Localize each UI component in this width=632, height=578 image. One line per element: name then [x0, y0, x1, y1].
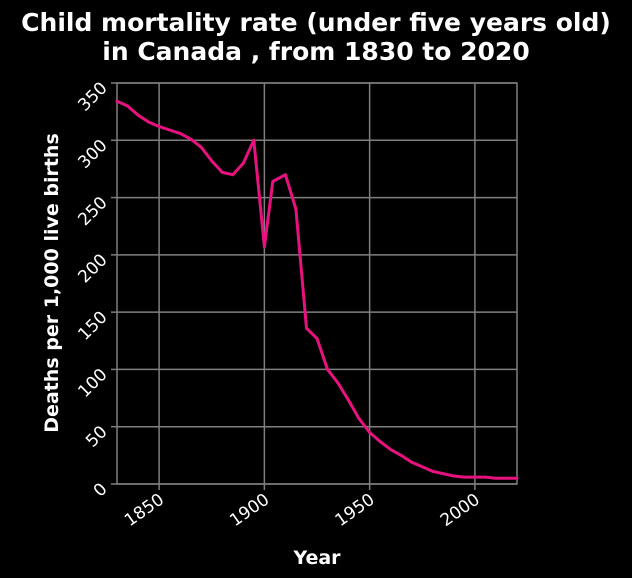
chart-title-line-1: Child mortality rate (under five years o… — [21, 8, 611, 37]
data-point — [420, 465, 424, 469]
data-point — [315, 337, 319, 340]
data-point — [441, 472, 445, 476]
data-point — [263, 245, 266, 249]
data-point — [463, 475, 466, 479]
data-point — [357, 417, 361, 421]
grid — [111, 82, 518, 490]
data-point — [147, 120, 151, 124]
data-point — [336, 381, 340, 385]
data-point — [168, 128, 172, 132]
data-point — [378, 440, 382, 443]
data-point — [241, 161, 245, 165]
x-tick-label: 2000 — [437, 490, 484, 531]
data-point — [389, 448, 393, 451]
data-point — [484, 475, 487, 479]
data-point — [136, 113, 140, 117]
y-tick-label: 50 — [82, 422, 111, 451]
data-point — [410, 460, 414, 464]
data-point — [199, 145, 203, 149]
y-tick-label: 0 — [90, 479, 112, 501]
data-point — [115, 99, 119, 103]
data-point — [515, 476, 519, 480]
data-point — [431, 470, 435, 473]
data-point — [473, 475, 477, 479]
data-point — [178, 132, 182, 135]
plot-frame — [116, 82, 518, 485]
y-tick-label: 200 — [74, 250, 111, 287]
data-point — [252, 138, 256, 142]
x-tick-label: 1950 — [332, 490, 379, 531]
data-point — [157, 125, 161, 128]
data-point — [368, 431, 371, 434]
y-tick-label: 350 — [74, 78, 111, 115]
data-point — [494, 476, 498, 480]
series-line — [115, 99, 519, 480]
y-tick-label: 100 — [74, 365, 111, 402]
x-tick-label: 1850 — [121, 490, 168, 531]
chart-title-line-2: in Canada , from 1830 to 2020 — [102, 37, 529, 66]
data-point — [294, 207, 298, 211]
data-point — [347, 399, 350, 402]
data-point — [305, 326, 308, 330]
data-point — [231, 173, 235, 177]
data-point — [284, 173, 287, 177]
data-point — [126, 104, 129, 108]
data-point — [210, 159, 214, 163]
data-point — [452, 474, 456, 478]
data-point — [326, 368, 329, 371]
y-axis-label: Deaths per 1,000 live births — [41, 133, 63, 433]
y-tick-label: 300 — [74, 136, 111, 173]
x-tick-label: 1900 — [226, 490, 273, 531]
x-axis-label: Year — [292, 547, 341, 569]
data-point — [271, 180, 275, 183]
data-point — [505, 476, 508, 480]
series-layer — [115, 99, 519, 480]
y-tick-label: 150 — [74, 308, 111, 345]
tick-labels: 0 50 100 150 200 250 300 350 1850 1900 1950 2000 — [74, 78, 483, 531]
data-point — [399, 454, 403, 457]
y-tick-label: 250 — [74, 193, 111, 230]
data-point — [220, 171, 224, 174]
data-point — [189, 137, 193, 141]
